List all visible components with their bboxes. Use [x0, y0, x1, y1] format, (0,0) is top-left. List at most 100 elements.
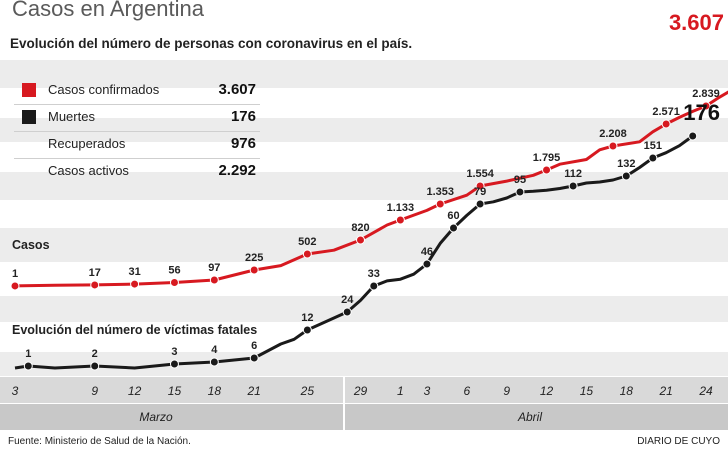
legend-label-deaths: Muertes: [48, 109, 95, 124]
month-label-marzo: Marzo: [139, 410, 173, 424]
cases-data-label: 2.208: [599, 128, 627, 140]
deaths-point: [648, 153, 658, 163]
deaths-data-label: 12: [301, 312, 313, 324]
x-tick-label: 12: [128, 384, 142, 398]
x-tick-label: 18: [620, 384, 634, 398]
legend-swatch-confirmed: [22, 83, 36, 97]
cases-point: [435, 199, 445, 209]
x-tick-label: 3: [12, 384, 19, 398]
chart-subtitle: Evolución del número de personas con cor…: [10, 36, 413, 51]
x-tick-label: 9: [503, 384, 510, 398]
cases-data-label: 31: [128, 266, 140, 278]
background-band: [0, 296, 728, 322]
deaths-data-label: 95: [514, 174, 526, 186]
cases-point: [249, 265, 259, 275]
deaths-data-label: 6: [251, 340, 257, 352]
cases-point: [10, 281, 20, 291]
deaths-data-label: 79: [474, 186, 486, 198]
deaths-data-label: 112: [564, 168, 582, 180]
cases-data-label: 1: [12, 268, 18, 280]
deaths-point: [369, 281, 379, 291]
deaths-data-label: 46: [421, 246, 433, 258]
cases-point: [542, 165, 552, 175]
source-note: Fuente: Ministerio de Salud de la Nación…: [8, 436, 191, 447]
x-tick-label: 9: [91, 384, 98, 398]
deaths-point: [23, 361, 33, 371]
legend-row-recovered: Recuperados 976: [14, 132, 260, 159]
cases-point: [395, 215, 405, 225]
deaths-point: [515, 187, 525, 197]
deaths-point: [209, 357, 219, 367]
legend-value-recovered: 976: [230, 135, 256, 152]
cases-data-label: 1.795: [533, 152, 561, 164]
cases-end-label: 3.607: [669, 10, 724, 35]
deaths-data-label: 3: [171, 346, 177, 358]
legend-row-deaths: Muertes 176: [14, 105, 260, 132]
cases-point: [302, 249, 312, 259]
cases-data-label: 225: [245, 252, 263, 264]
deaths-point: [342, 307, 352, 317]
deaths-data-label: 4: [211, 344, 218, 356]
x-tick-label: 15: [168, 384, 182, 398]
legend-label-confirmed: Casos confirmados: [48, 82, 160, 97]
deaths-point: [568, 181, 578, 191]
cases-data-label: 1.133: [387, 202, 415, 214]
deaths-end-label: 176: [683, 100, 720, 125]
deaths-data-label: 24: [341, 294, 354, 306]
background-band: [0, 60, 728, 88]
x-tick-label: 1: [397, 384, 404, 398]
x-tick-label: 15: [580, 384, 594, 398]
cases-data-label: 17: [89, 267, 101, 279]
x-tick-label: 3: [424, 384, 431, 398]
deaths-section-label: Evolución del número de víctimas fatales: [12, 323, 257, 337]
deaths-point: [688, 131, 698, 141]
cases-point: [701, 101, 711, 111]
cases-point: [608, 141, 618, 151]
cases-point: [661, 119, 671, 129]
background-band: [0, 352, 728, 376]
cases-data-label: 2.839: [692, 88, 720, 100]
legend-table: Casos confirmados 3.607 Muertes 176 Recu…: [14, 78, 260, 185]
page-title: Casos en Argentina: [12, 0, 205, 21]
publisher-credit: DIARIO DE CUYO: [637, 436, 720, 447]
cases-data-label: 1.353: [426, 186, 454, 198]
legend-value-deaths: 176: [230, 108, 256, 125]
x-tick-label: 18: [208, 384, 222, 398]
x-tick-label: 25: [300, 384, 315, 398]
background-band: [0, 172, 728, 200]
deaths-point: [302, 325, 312, 335]
x-axis-band: [0, 377, 728, 403]
deaths-data-label: 60: [447, 210, 459, 222]
deaths-data-label: 151: [644, 140, 662, 152]
cases-point: [169, 278, 179, 288]
cases-point: [475, 181, 485, 191]
deaths-point: [422, 259, 432, 269]
legend-swatch-deaths: [22, 110, 36, 124]
deaths-point: [169, 359, 179, 369]
cases-point: [209, 275, 219, 285]
x-tick-label: 21: [658, 384, 672, 398]
deaths-data-label: 33: [368, 268, 380, 280]
x-tick-label: 12: [540, 384, 554, 398]
deaths-point: [249, 353, 259, 363]
legend-label-active: Casos activos: [48, 163, 129, 178]
deaths-data-label: 2: [92, 348, 98, 360]
deaths-point: [475, 199, 485, 209]
cases-section-label: Casos: [12, 238, 50, 252]
cases-data-label: 1.554: [466, 168, 494, 180]
background-band: [0, 118, 728, 142]
legend-row-active: Casos activos 2.292: [14, 159, 260, 185]
x-tick-label: 6: [463, 384, 470, 398]
legend-value-active: 2.292: [218, 162, 256, 179]
cases-data-label: 820: [351, 222, 369, 234]
cases-data-label: 2.571: [652, 106, 680, 118]
background-band: [0, 228, 728, 262]
legend-row-confirmed: Casos confirmados 3.607: [14, 78, 260, 105]
x-tick-label: 24: [698, 384, 713, 398]
deaths-line: [14, 134, 694, 370]
cases-point: [90, 280, 100, 290]
legend-value-confirmed: 3.607: [218, 81, 256, 98]
cases-data-label: 502: [298, 236, 316, 248]
